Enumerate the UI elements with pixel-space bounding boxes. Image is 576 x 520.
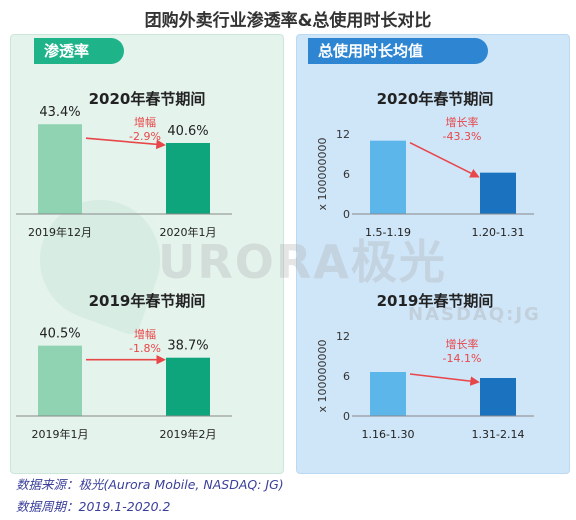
c4-ytick-1: 6 (343, 370, 350, 383)
c2-value-label-1: 38.7% (167, 339, 208, 354)
c4-category-1: 1.31-2.14 (472, 428, 525, 441)
c2-category-0: 2019年1月 (32, 427, 89, 441)
c2-category-1: 2019年2月 (160, 427, 217, 441)
c4-change-label: 增长率 (446, 337, 479, 351)
data-period: 数据周期：2019.1-2020.2 (16, 499, 171, 514)
c4-bar-0 (370, 372, 406, 416)
c3-ytick-1: 6 (343, 168, 350, 181)
c3-category-0: 1.5-1.19 (365, 226, 411, 239)
c1-category-1: 2020年1月 (160, 225, 217, 239)
c2-change-label: 增幅 (134, 327, 156, 341)
data-source: 数据来源：极光(Aurora Mobile, NASDAQ: JG) (16, 477, 284, 492)
penetration-tag: 渗透率 (34, 38, 124, 64)
chart-4-title: 2019年春节期间 (376, 292, 494, 310)
c1-value-label-0: 43.4% (39, 105, 80, 120)
c3-bar-0 (370, 140, 406, 214)
c1-bar-0 (38, 124, 82, 214)
watermark-sub: NASDAQ:JG (408, 304, 541, 325)
c1-change-arrow (85, 137, 166, 150)
c1-category-0: 2019年12月 (28, 225, 92, 239)
c4-bar-1 (480, 378, 516, 416)
c2-bar-1 (166, 357, 210, 416)
c4-ytick-2: 12 (336, 330, 350, 343)
c1-change-value: -2.9% (129, 130, 161, 143)
c3-ytick-2: 12 (336, 128, 350, 141)
c3-change-label: 增长率 (446, 115, 479, 129)
c4-change-arrow (409, 373, 480, 386)
c3-ylabel: x 100000000 (316, 138, 329, 211)
chart-1-title: 2020年春节期间 (88, 90, 206, 108)
c1-value-label-1: 40.6% (167, 124, 208, 139)
c3-change-value: -43.3% (443, 130, 482, 143)
c4-change-value: -14.1% (443, 352, 482, 365)
watermark-logo: URORA极光 (158, 235, 447, 289)
c2-bar-0 (38, 345, 82, 416)
c3-bar-1 (480, 172, 516, 214)
c3-ytick-0: 0 (343, 208, 350, 221)
c3-category-1: 1.20-1.31 (472, 226, 525, 239)
chart-3-title: 2020年春节期间 (376, 90, 494, 108)
usage-time-tag: 总使用时长均值 (308, 38, 488, 64)
c2-change-value: -1.8% (129, 342, 161, 355)
chart-2-title: 2019年春节期间 (88, 292, 206, 310)
c2-value-label-0: 40.5% (39, 327, 80, 342)
page-title: 团购外卖行业渗透率&总使用时长对比 (144, 11, 432, 31)
c1-bar-1 (166, 142, 210, 214)
c1-change-label: 增幅 (134, 115, 156, 129)
c4-category-0: 1.16-1.30 (362, 428, 415, 441)
usage-time-panel (296, 34, 570, 474)
c4-ytick-0: 0 (343, 410, 350, 423)
c3-change-arrow (409, 141, 480, 178)
c4-ylabel: x 100000000 (316, 340, 329, 413)
